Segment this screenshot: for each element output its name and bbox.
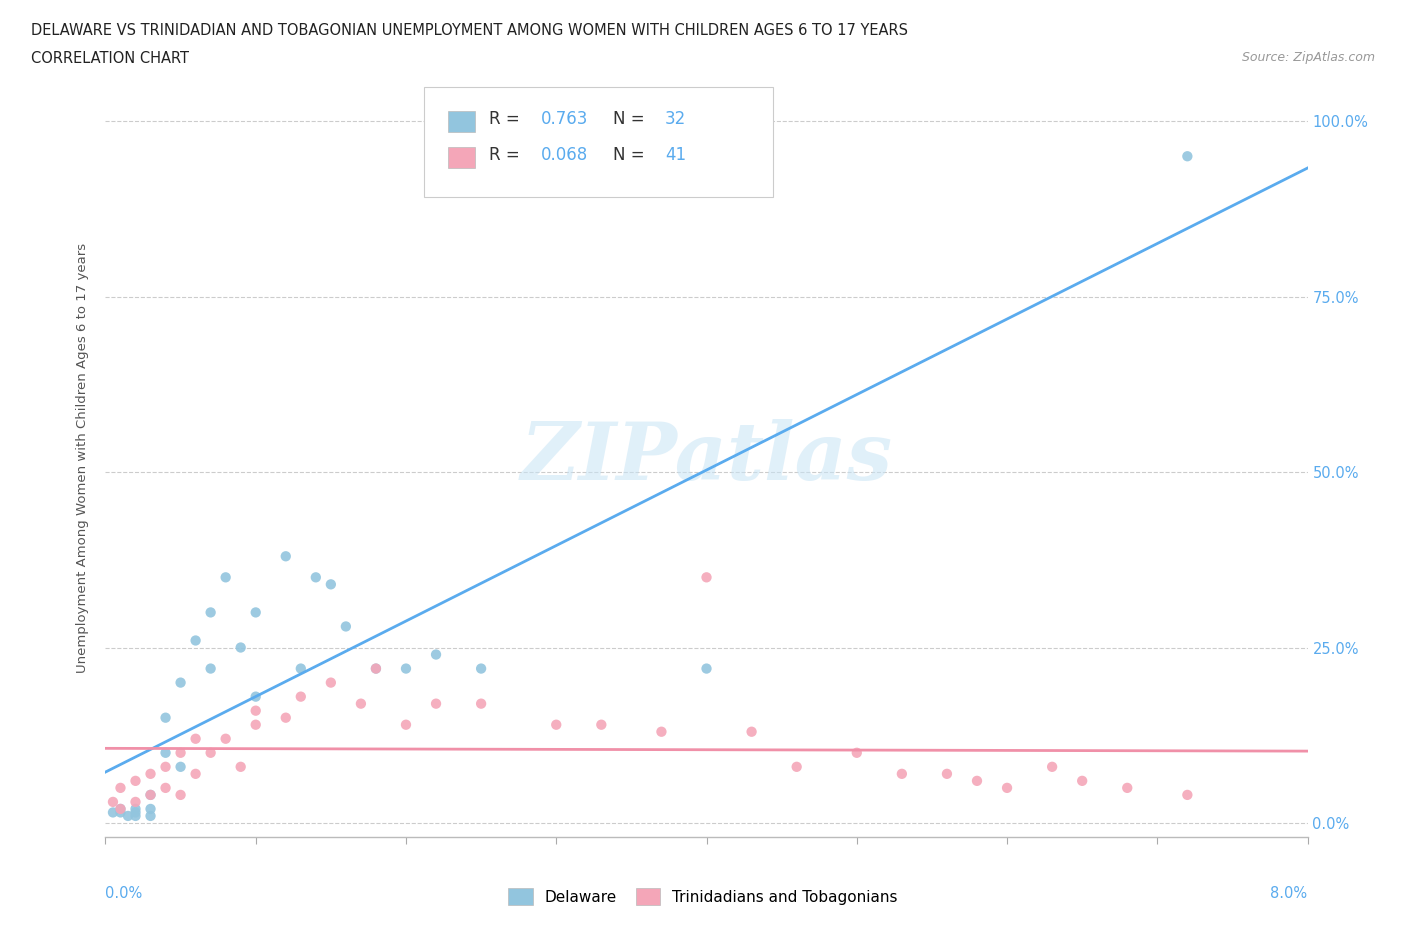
Point (1175, 788, 1198, 803)
Point (229, 760, 252, 775)
Point (696, 661, 718, 676)
Point (169, 745, 191, 760)
Point (245, 605, 267, 620)
Point (169, 760, 191, 775)
Text: R =: R = (489, 111, 526, 128)
Point (1040, 760, 1063, 775)
Point (786, 760, 808, 775)
Legend: Delaware, Trinidadians and Tobagonians: Delaware, Trinidadians and Tobagonians (502, 883, 904, 911)
Point (200, 745, 222, 760)
Point (124, 805, 146, 820)
Point (1071, 774, 1094, 789)
Point (290, 689, 312, 704)
Point (364, 661, 387, 676)
Point (124, 774, 146, 789)
Point (110, 780, 132, 795)
Point (184, 766, 207, 781)
Point (591, 717, 613, 732)
Point (425, 647, 447, 662)
Point (200, 605, 222, 620)
Point (229, 640, 252, 655)
Text: 32: 32 (665, 111, 686, 128)
Point (155, 760, 177, 775)
Point (155, 711, 177, 725)
Text: N =: N = (613, 146, 650, 164)
Point (319, 675, 342, 690)
Point (200, 661, 222, 676)
Point (139, 788, 162, 803)
Point (184, 731, 207, 746)
Point (425, 697, 447, 711)
Text: 0.068: 0.068 (541, 146, 588, 164)
Point (155, 745, 177, 760)
Point (274, 711, 297, 725)
Point (395, 717, 418, 732)
Point (995, 780, 1018, 795)
Text: 8.0%: 8.0% (1271, 886, 1308, 901)
Point (364, 661, 387, 676)
Point (110, 802, 132, 817)
Point (936, 766, 959, 781)
Point (350, 697, 373, 711)
Point (319, 577, 342, 591)
Point (470, 697, 492, 711)
Point (139, 766, 162, 781)
Point (890, 766, 912, 781)
Point (117, 808, 139, 823)
Point (169, 788, 191, 803)
Point (139, 808, 162, 823)
Text: 0.0%: 0.0% (105, 886, 142, 901)
Point (305, 570, 328, 585)
Y-axis label: Unemployment Among Women with Children Ages 6 to 17 years: Unemployment Among Women with Children A… (76, 243, 90, 673)
Point (110, 802, 132, 817)
Point (290, 661, 312, 676)
Point (139, 802, 162, 817)
Text: DELAWARE VS TRINIDADIAN AND TOBAGONIAN UNEMPLOYMENT AMONG WOMEN WITH CHILDREN AG: DELAWARE VS TRINIDADIAN AND TOBAGONIAN U… (31, 23, 908, 38)
FancyBboxPatch shape (449, 147, 475, 167)
Point (741, 724, 763, 739)
Point (101, 805, 124, 820)
Point (155, 780, 177, 795)
FancyBboxPatch shape (449, 111, 475, 132)
Point (245, 689, 267, 704)
Point (696, 570, 718, 585)
Point (101, 794, 124, 809)
Point (110, 805, 132, 820)
Point (214, 570, 236, 585)
Text: Source: ZipAtlas.com: Source: ZipAtlas.com (1241, 51, 1375, 64)
Point (1175, 149, 1198, 164)
Point (169, 675, 191, 690)
Point (395, 661, 418, 676)
Text: R =: R = (489, 146, 526, 164)
Text: N =: N = (613, 111, 650, 128)
Text: ZIPatlas: ZIPatlas (520, 419, 893, 497)
Point (274, 549, 297, 564)
Text: 0.763: 0.763 (541, 111, 589, 128)
Point (966, 774, 988, 789)
Point (1116, 780, 1139, 795)
Point (214, 731, 236, 746)
Point (245, 703, 267, 718)
Text: 41: 41 (665, 146, 686, 164)
Point (845, 745, 868, 760)
Point (124, 794, 146, 809)
Point (470, 661, 492, 676)
Point (184, 633, 207, 648)
Point (124, 808, 146, 823)
Point (245, 717, 267, 732)
Point (139, 788, 162, 803)
Point (335, 619, 357, 634)
Point (124, 802, 146, 817)
Text: CORRELATION CHART: CORRELATION CHART (31, 51, 188, 66)
Point (650, 724, 672, 739)
Point (546, 717, 568, 732)
FancyBboxPatch shape (425, 86, 773, 196)
